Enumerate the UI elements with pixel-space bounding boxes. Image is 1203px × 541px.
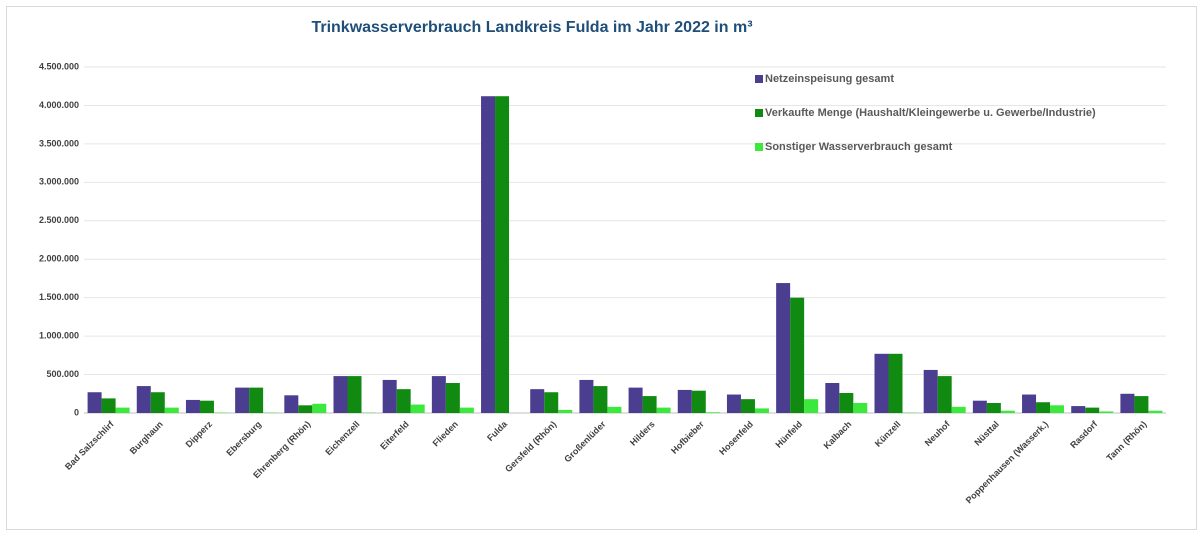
bar <box>102 398 116 413</box>
bar <box>88 392 102 413</box>
legend-label: Sonstiger Wasserverbrauch gesamt <box>765 141 953 153</box>
bar <box>1071 406 1085 413</box>
chart-title: Trinkwasserverbrauch Landkreis Fulda im … <box>311 19 752 36</box>
bar <box>741 399 755 413</box>
bar <box>1036 402 1050 413</box>
bar <box>727 395 741 413</box>
bar <box>1148 411 1162 413</box>
legend-swatch <box>755 143 763 151</box>
y-tick-label: 4.000.000 <box>39 100 79 110</box>
y-tick-label: 1.500.000 <box>39 292 79 302</box>
bar <box>411 405 425 413</box>
bar <box>804 399 818 413</box>
y-tick-label: 3.500.000 <box>39 138 79 148</box>
bar <box>284 395 298 413</box>
legend-label: Verkaufte Menge (Haushalt/Kleingewerbe u… <box>765 107 1096 119</box>
bar <box>298 405 312 413</box>
legend-swatch <box>755 75 763 83</box>
bar <box>1001 411 1015 413</box>
bar <box>235 388 249 413</box>
bar <box>755 408 769 413</box>
bar <box>924 370 938 413</box>
bar <box>1120 394 1134 413</box>
bar <box>987 403 1001 413</box>
bar <box>544 392 558 413</box>
bar <box>593 386 607 413</box>
bar <box>657 408 671 413</box>
y-tick-label: 2.500.000 <box>39 215 79 225</box>
bar <box>692 391 706 413</box>
bar <box>629 388 643 413</box>
legend-label: Netzeinspeisung gesamt <box>765 73 894 85</box>
bar <box>706 412 720 413</box>
bar <box>383 380 397 413</box>
bar <box>790 298 804 413</box>
bar <box>312 404 326 413</box>
bar <box>446 383 460 413</box>
bar <box>678 390 692 413</box>
bar <box>481 96 495 413</box>
bar <box>853 403 867 413</box>
bar <box>186 400 200 413</box>
bar <box>776 283 790 413</box>
bar <box>973 401 987 413</box>
bar <box>397 389 411 413</box>
bar <box>875 354 889 413</box>
bar <box>137 386 151 413</box>
bar <box>952 407 966 413</box>
y-tick-label: 4.500.000 <box>39 61 79 71</box>
y-tick-label: 500.000 <box>46 369 79 379</box>
bar <box>530 389 544 413</box>
y-tick-label: 2.000.000 <box>39 254 79 264</box>
bar <box>460 408 474 413</box>
y-tick-label: 1.000.000 <box>39 330 79 340</box>
bar <box>643 396 657 413</box>
bar <box>558 410 572 413</box>
bar <box>249 388 263 413</box>
bar <box>839 393 853 413</box>
bar <box>1050 405 1064 413</box>
bar <box>1022 395 1036 413</box>
y-tick-label: 0 <box>74 407 79 417</box>
bar <box>889 354 903 413</box>
bar <box>1134 396 1148 413</box>
legend-swatch <box>755 109 763 117</box>
bar <box>348 376 362 413</box>
bar <box>1085 408 1099 413</box>
bar <box>1099 411 1113 413</box>
bar <box>579 380 593 413</box>
bar <box>495 96 509 413</box>
y-tick-label: 3.000.000 <box>39 177 79 187</box>
bar <box>151 392 165 413</box>
bar <box>334 376 348 413</box>
bar <box>607 407 621 413</box>
bar <box>825 383 839 413</box>
bar <box>165 408 179 413</box>
bar <box>432 376 446 413</box>
bar <box>938 376 952 413</box>
bar <box>200 401 214 413</box>
bar <box>116 408 130 413</box>
